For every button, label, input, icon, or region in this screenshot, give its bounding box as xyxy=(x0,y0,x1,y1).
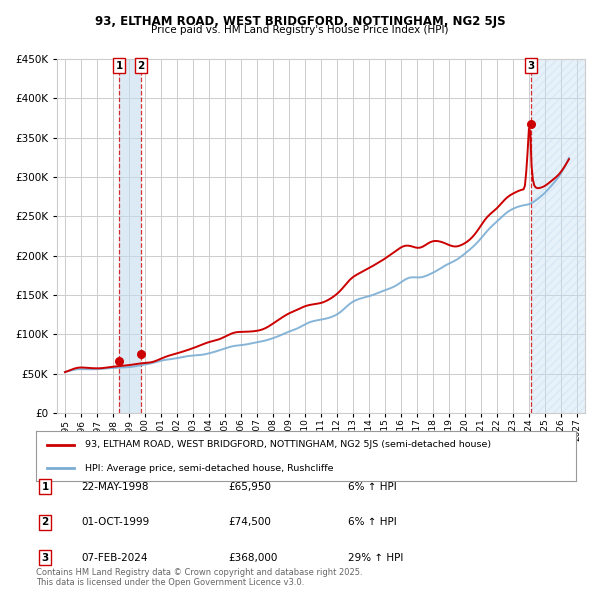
Text: HPI: Average price, semi-detached house, Rushcliffe: HPI: Average price, semi-detached house,… xyxy=(85,464,333,473)
Text: £74,500: £74,500 xyxy=(228,517,271,527)
Text: 29% ↑ HPI: 29% ↑ HPI xyxy=(348,553,403,562)
Text: 93, ELTHAM ROAD, WEST BRIDGFORD, NOTTINGHAM, NG2 5JS: 93, ELTHAM ROAD, WEST BRIDGFORD, NOTTING… xyxy=(95,15,505,28)
Text: 2: 2 xyxy=(41,517,49,527)
Bar xyxy=(530,59,585,413)
Text: 2: 2 xyxy=(137,61,145,71)
Text: 3: 3 xyxy=(41,553,49,562)
Text: 22-MAY-1998: 22-MAY-1998 xyxy=(81,482,149,491)
Bar xyxy=(119,59,141,413)
Text: 6% ↑ HPI: 6% ↑ HPI xyxy=(348,517,397,527)
Text: Price paid vs. HM Land Registry's House Price Index (HPI): Price paid vs. HM Land Registry's House … xyxy=(151,25,449,35)
Text: 6% ↑ HPI: 6% ↑ HPI xyxy=(348,482,397,491)
Text: £368,000: £368,000 xyxy=(228,553,277,562)
Text: £65,950: £65,950 xyxy=(228,482,271,491)
Text: 07-FEB-2024: 07-FEB-2024 xyxy=(81,553,148,562)
Text: 93, ELTHAM ROAD, WEST BRIDGFORD, NOTTINGHAM, NG2 5JS (semi-detached house): 93, ELTHAM ROAD, WEST BRIDGFORD, NOTTING… xyxy=(85,440,491,449)
Text: 1: 1 xyxy=(41,482,49,491)
Text: 1: 1 xyxy=(115,61,123,71)
Text: Contains HM Land Registry data © Crown copyright and database right 2025.
This d: Contains HM Land Registry data © Crown c… xyxy=(36,568,362,587)
Text: 3: 3 xyxy=(527,61,534,71)
Text: 01-OCT-1999: 01-OCT-1999 xyxy=(81,517,149,527)
